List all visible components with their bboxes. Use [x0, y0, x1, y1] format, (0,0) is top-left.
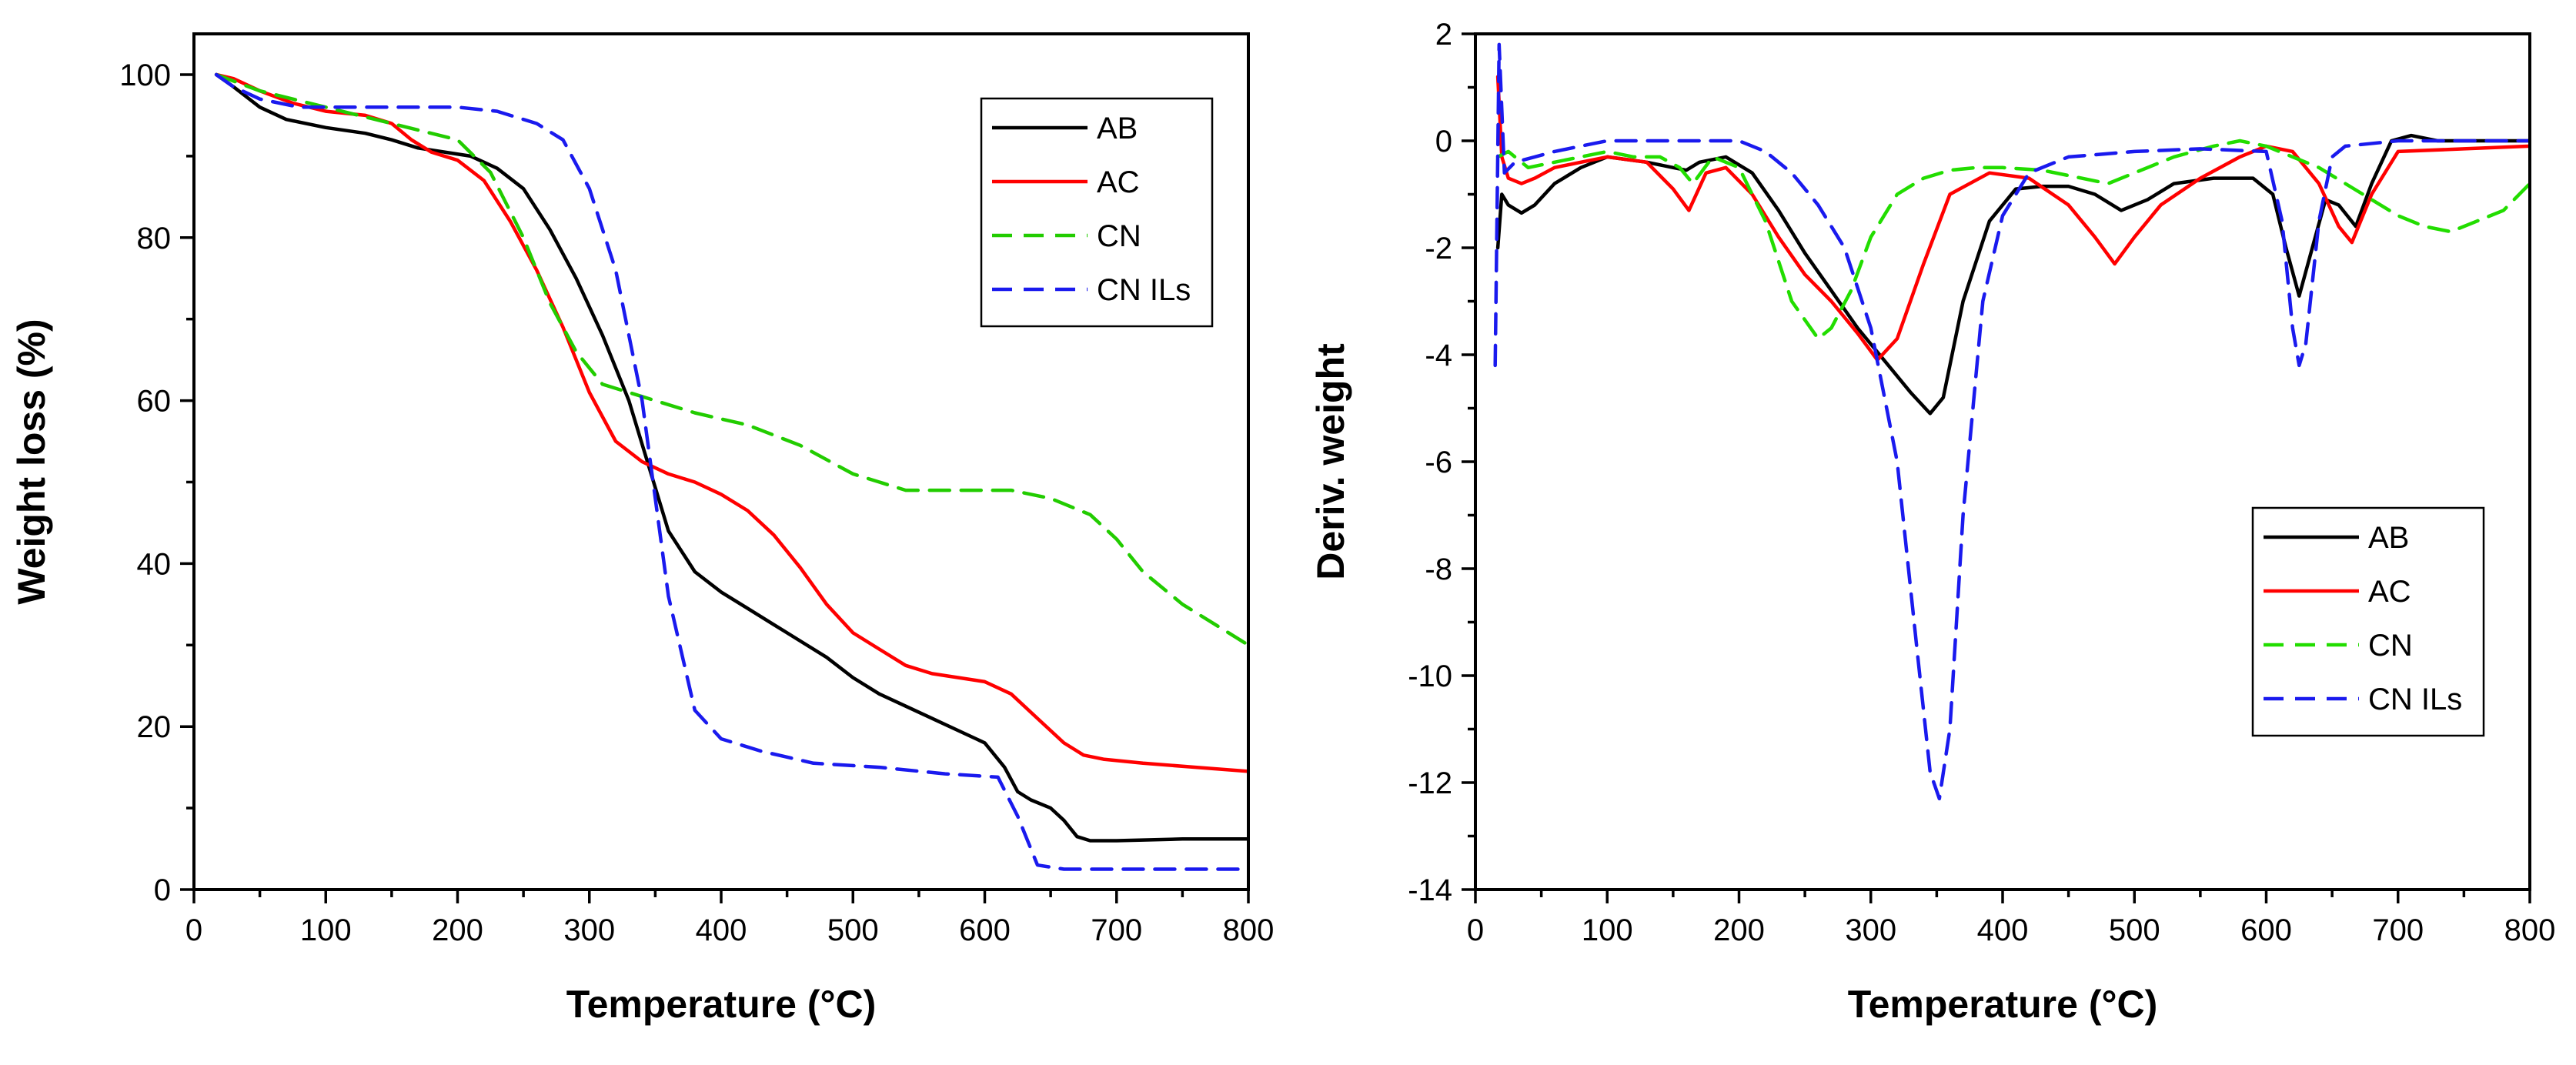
legend-label-ac: AC: [2368, 575, 2411, 609]
x-tick-label: 100: [300, 913, 352, 947]
series-line-cn-ils: [1493, 42, 2530, 801]
legend-label-ab: AB: [1097, 112, 1138, 145]
series-line-ac: [214, 72, 1248, 773]
series-line-ac: [1495, 75, 2530, 362]
y-tick-label: 60: [137, 385, 172, 419]
legend: AB AC CN CN ILs: [2251, 506, 2485, 737]
y-tick-label: 20: [137, 710, 172, 744]
x-tick-label: 600: [2240, 913, 2292, 947]
x-tick-label: 700: [2372, 913, 2424, 947]
x-tick-label: 300: [1845, 913, 1896, 947]
series-line-cn-ils: [214, 72, 1248, 871]
legend-label-ac: AC: [1097, 165, 1140, 199]
weight-loss-panel: 0 100 200 300 400 500 600 700 800 0 20 40 60 80 100 Tem…: [10, 32, 1275, 1026]
x-tick-label: 400: [1977, 913, 2029, 947]
x-tick-label: 500: [2109, 913, 2160, 947]
y-tick-label: -2: [1425, 232, 1452, 265]
y-tick-label: -4: [1425, 339, 1452, 372]
series-line-ab: [214, 72, 1248, 843]
x-tick-label: 400: [696, 913, 747, 947]
legend-label-cn-ils: CN ILs: [2368, 683, 2462, 716]
y-tick-label: -12: [1408, 766, 1452, 800]
series-line-cn: [214, 72, 1248, 647]
legend-label-cn: CN: [1097, 219, 1141, 253]
x-tick-label: 600: [959, 913, 1011, 947]
legend-label-cn: CN: [2368, 629, 2413, 663]
y-axis-title: Weight loss (%): [10, 319, 53, 604]
legend-label-ab: AB: [2368, 521, 2409, 555]
series-line-cn: [1495, 139, 2530, 341]
y-tick-label: -6: [1425, 446, 1452, 479]
y-tick-label: 100: [119, 58, 171, 92]
x-axis-title: Temperature (°C): [566, 983, 876, 1026]
derivative-weight-panel: 0 100 200 300 400 500 600 700 800 -14 -12 -10 -8 -6 -4…: [1309, 18, 2555, 1026]
x-tick-label: 200: [1713, 913, 1765, 947]
y-tick-label: 2: [1435, 18, 1452, 52]
y-axis-title: Deriv. weight: [1309, 343, 1352, 580]
legend-box: [2251, 506, 2485, 737]
x-axis-title: Temperature (°C): [1848, 983, 2157, 1026]
y-tick-label: 0: [154, 873, 171, 907]
x-tick-label: 500: [827, 913, 879, 947]
legend-label-cn-ils: CN ILs: [1097, 273, 1191, 307]
x-tick-label: 700: [1091, 913, 1142, 947]
x-tick-label: 0: [1467, 913, 1484, 947]
y-tick-label: -14: [1408, 873, 1452, 907]
x-tick-label: 300: [563, 913, 615, 947]
series-group: [214, 72, 1248, 871]
y-tick-label: -10: [1408, 659, 1452, 693]
x-tick-label: 200: [432, 913, 483, 947]
y-tick-label: 40: [137, 547, 172, 581]
x-tick-label: 800: [1223, 913, 1275, 947]
legend: AB AC CN CN ILs: [980, 97, 1214, 328]
y-tick-label: 80: [137, 222, 172, 255]
series-group: [1493, 42, 2530, 801]
legend-box: [980, 97, 1214, 328]
x-tick-label: 100: [1582, 913, 1633, 947]
y-tick-label: 0: [1435, 125, 1452, 159]
x-tick-label: 800: [2504, 913, 2556, 947]
x-tick-label: 0: [185, 913, 202, 947]
y-tick-label: -8: [1425, 553, 1452, 586]
